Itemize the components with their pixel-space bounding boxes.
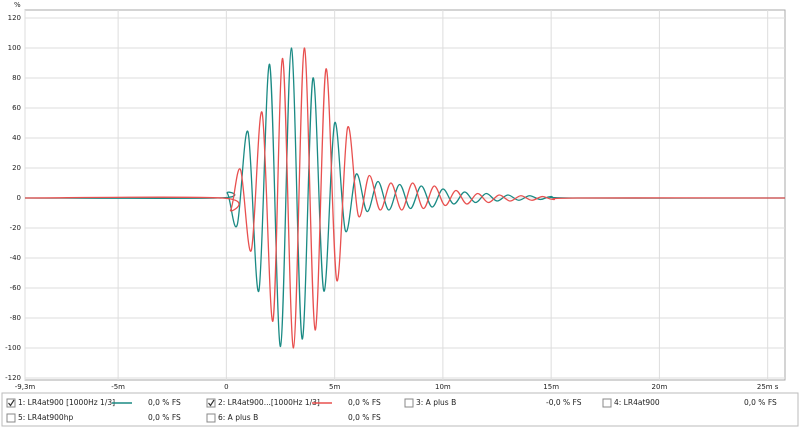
y-tick-label: -100	[5, 344, 21, 352]
y-tick-label: 20	[12, 164, 21, 172]
legend-label: 6: A plus B	[218, 413, 258, 422]
x-tick-label: 15m	[543, 383, 559, 391]
check-mark	[8, 399, 15, 407]
legend-checkbox[interactable]	[404, 398, 414, 408]
y-tick-label: -120	[5, 374, 21, 382]
legend-label: 5: LR4at900hp	[18, 413, 73, 422]
legend-checkbox[interactable]	[6, 398, 16, 408]
legend-label: 2: LR4at900...[1000Hz 1/3]	[218, 398, 320, 407]
x-tick-label: 0	[224, 383, 228, 391]
legend-readout: -0,0 % FS	[546, 398, 582, 407]
legend-readout: 0,0 % FS	[348, 398, 381, 407]
legend-label: 1: LR4at900 [1000Hz 1/3]	[18, 398, 115, 407]
legend-readout: 0,0 % FS	[348, 413, 381, 422]
y-tick-label: -60	[10, 284, 21, 292]
legend-checkbox[interactable]	[206, 398, 216, 408]
y-tick-label: -20	[10, 224, 21, 232]
legend-label: 3: A plus B	[416, 398, 456, 407]
y-tick-label: 0	[17, 194, 21, 202]
check-mark	[208, 399, 215, 407]
x-tick-label: -5m	[111, 383, 125, 391]
legend-checkbox[interactable]	[6, 413, 16, 423]
legend-box	[1, 392, 799, 427]
x-tick-label: -9,3m	[15, 383, 36, 391]
x-tick-label: 20m	[652, 383, 668, 391]
y-tick-label: -40	[10, 254, 21, 262]
legend-checkbox[interactable]	[206, 413, 216, 423]
y-tick-label: -80	[10, 314, 21, 322]
y-tick-label: 40	[12, 134, 21, 142]
y-axis-label: %	[14, 1, 21, 9]
y-tick-label: 100	[8, 44, 21, 52]
x-tick-label: 5m	[329, 383, 340, 391]
y-tick-label: 120	[8, 14, 21, 22]
legend-label: 4: LR4at900	[614, 398, 660, 407]
legend-checkbox[interactable]	[602, 398, 612, 408]
series-line	[24, 47, 786, 349]
x-tick-label: 25m s	[757, 383, 779, 391]
x-tick-label: 10m	[435, 383, 451, 391]
legend-readout: 0,0 % FS	[148, 398, 181, 407]
legend-readout: 0,0 % FS	[744, 398, 777, 407]
y-tick-label: 60	[12, 104, 21, 112]
y-tick-label: 80	[12, 74, 21, 82]
legend-readout: 0,0 % FS	[148, 413, 181, 422]
series-line	[24, 47, 786, 348]
